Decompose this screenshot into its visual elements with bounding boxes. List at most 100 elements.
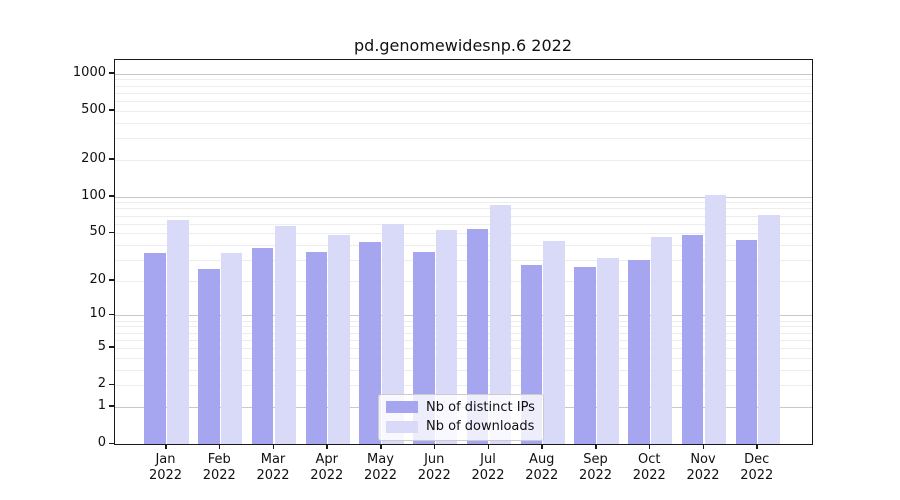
x-tick bbox=[487, 443, 489, 449]
gridline-minor bbox=[115, 357, 812, 359]
gridline-major bbox=[115, 73, 812, 75]
gridline-minor bbox=[115, 244, 812, 246]
x-tick-year: 2022 bbox=[256, 468, 290, 483]
gridline-minor bbox=[115, 347, 812, 349]
gridline-major bbox=[115, 196, 812, 198]
y-tick-label: 200 bbox=[81, 150, 106, 166]
chart-title: pd.genomewidesnp.6 2022 bbox=[354, 36, 572, 55]
gridline-minor bbox=[115, 259, 812, 261]
gridline-minor bbox=[115, 122, 812, 124]
x-tick-label: May 2022 bbox=[346, 452, 416, 484]
y-tick bbox=[109, 72, 114, 74]
bar-downloads-jun bbox=[435, 230, 458, 444]
x-tick-label: Oct 2022 bbox=[614, 452, 684, 484]
gridline-minor bbox=[115, 110, 812, 112]
bar-distinct-ips-sep bbox=[574, 267, 596, 444]
x-tick-year: 2022 bbox=[148, 468, 183, 483]
x-tick-label: Aug 2022 bbox=[507, 452, 577, 484]
x-tick-month: Feb bbox=[207, 452, 231, 467]
x-tick-year: 2022 bbox=[310, 468, 344, 483]
y-tick bbox=[109, 158, 114, 160]
bar-distinct-ips-jul bbox=[466, 229, 489, 444]
y-tick bbox=[109, 405, 114, 407]
gridline-major bbox=[115, 315, 812, 317]
y-tick bbox=[109, 231, 114, 234]
bar-downloads-oct bbox=[650, 236, 673, 444]
bar-distinct-ips-oct bbox=[628, 259, 650, 444]
x-tick bbox=[756, 443, 758, 449]
bar-downloads-mar bbox=[274, 226, 297, 444]
x-tick-month: Jul bbox=[480, 452, 496, 467]
x-tick-month: Nov bbox=[690, 452, 716, 467]
gridline-minor bbox=[115, 320, 812, 322]
x-tick-label: Nov 2022 bbox=[668, 452, 738, 484]
legend: Nb of distinct IPs Nb of downloads bbox=[378, 393, 544, 441]
gridline-minor bbox=[115, 233, 812, 235]
x-tick-month: Aug bbox=[529, 452, 555, 467]
bar-distinct-ips-nov bbox=[681, 235, 704, 444]
gridline-minor bbox=[115, 138, 812, 140]
bar-distinct-ips-mar bbox=[251, 247, 274, 444]
gridline-minor bbox=[115, 339, 812, 341]
x-tick bbox=[272, 443, 274, 449]
y-tick bbox=[109, 346, 114, 348]
bar-downloads-sep bbox=[597, 258, 619, 444]
x-tick-month: Sep bbox=[583, 452, 608, 467]
legend-swatch bbox=[386, 401, 418, 414]
y-tick-label: 50 bbox=[89, 224, 106, 240]
x-tick-label: Apr 2022 bbox=[292, 452, 362, 484]
x-tick-year: 2022 bbox=[417, 468, 451, 483]
y-tick-label: 20 bbox=[89, 271, 106, 287]
legend-item: Nb of downloads bbox=[379, 417, 543, 437]
x-tick bbox=[541, 443, 543, 449]
legend-label: Nb of distinct IPs bbox=[426, 399, 535, 415]
x-tick bbox=[648, 443, 651, 449]
x-tick-month: Dec bbox=[744, 452, 770, 467]
y-tick-label: 1 bbox=[97, 397, 106, 413]
gridline-minor bbox=[115, 215, 812, 217]
y-tick-label: 2 bbox=[97, 376, 106, 392]
gridline-minor bbox=[115, 385, 812, 387]
gridline-minor bbox=[115, 208, 812, 210]
x-tick-year: 2022 bbox=[363, 468, 398, 483]
x-tick bbox=[433, 443, 436, 449]
x-tick-year: 2022 bbox=[632, 468, 666, 483]
x-tick-label: Jan 2022 bbox=[131, 452, 201, 484]
gridline-minor bbox=[115, 85, 812, 87]
x-tick-year: 2022 bbox=[202, 468, 236, 483]
x-tick bbox=[702, 443, 704, 449]
x-tick-label: Mar 2022 bbox=[238, 452, 308, 484]
x-tick-month: Apr bbox=[315, 452, 339, 467]
bar-distinct-ips-dec bbox=[735, 239, 758, 444]
legend-swatch bbox=[386, 420, 418, 433]
y-tick bbox=[109, 442, 114, 444]
x-tick-month: May bbox=[367, 452, 394, 467]
gridline-minor bbox=[115, 202, 812, 204]
x-tick bbox=[380, 443, 382, 449]
gridline-minor bbox=[115, 79, 812, 81]
legend-label: Nb of downloads bbox=[426, 419, 535, 435]
x-tick-year: 2022 bbox=[471, 468, 505, 483]
bar-downloads-may bbox=[382, 223, 404, 444]
x-tick bbox=[218, 443, 221, 449]
bar-downloads-feb bbox=[220, 253, 243, 444]
bar-downloads-apr bbox=[328, 235, 350, 444]
gridline-minor bbox=[115, 280, 812, 282]
y-tick bbox=[109, 195, 114, 197]
gridline-minor bbox=[115, 332, 812, 334]
bar-distinct-ips-may bbox=[359, 242, 381, 444]
x-tick-year: 2022 bbox=[525, 468, 559, 483]
y-tick bbox=[109, 279, 114, 281]
gridline-minor bbox=[115, 223, 812, 225]
gridline-minor bbox=[115, 326, 812, 328]
y-tick bbox=[109, 313, 114, 316]
bar-distinct-ips-jan bbox=[144, 253, 166, 444]
gridline-minor bbox=[115, 101, 812, 103]
x-tick-year: 2022 bbox=[740, 468, 774, 483]
bar-downloads-nov bbox=[704, 194, 727, 444]
y-tick-label: 10 bbox=[89, 306, 106, 322]
bar-distinct-ips-feb bbox=[198, 269, 220, 444]
y-tick-label: 1000 bbox=[72, 64, 106, 80]
x-tick-month: Jun bbox=[424, 452, 445, 467]
